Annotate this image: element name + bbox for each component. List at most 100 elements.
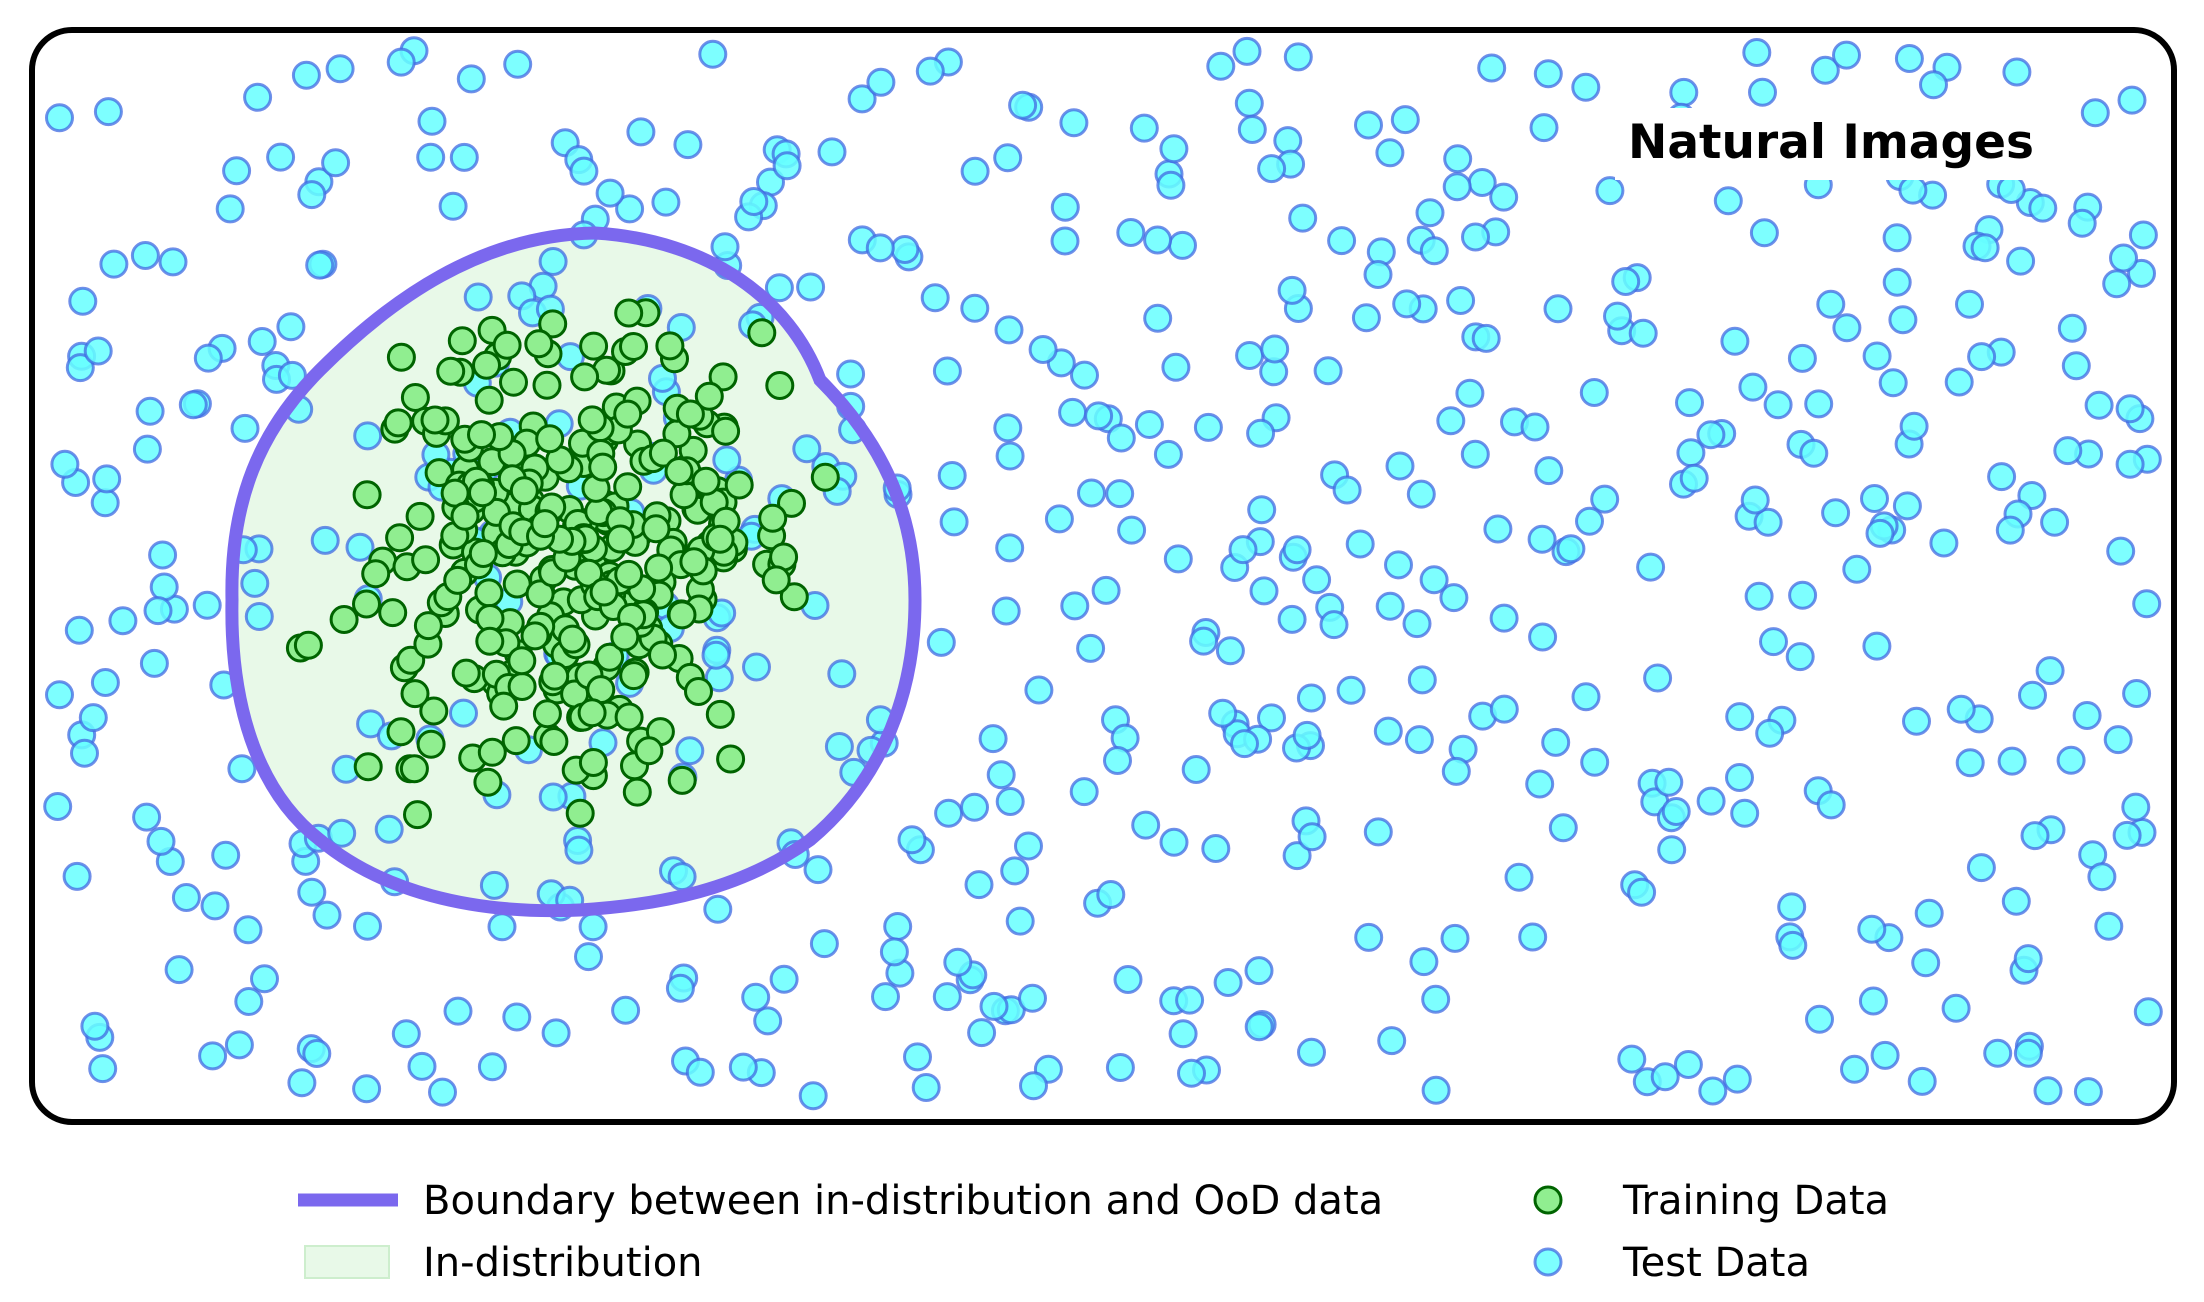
test-data-point	[1319, 610, 1349, 640]
test-data-point	[1534, 456, 1564, 486]
test-data-point	[753, 1006, 783, 1036]
training-data-point	[613, 472, 643, 502]
test-data-point	[2127, 258, 2156, 288]
test-data-point	[1611, 267, 1641, 296]
test-data-point	[68, 286, 98, 316]
training-data-point	[361, 559, 391, 589]
test-data-point	[1753, 507, 1783, 537]
training-data-point	[761, 565, 791, 595]
test-data-point	[149, 572, 179, 602]
training-data-point	[293, 630, 323, 660]
test-data-point	[1363, 260, 1393, 289]
test-data-point	[250, 964, 279, 994]
test-data-point	[1527, 524, 1557, 554]
test-data-point	[438, 191, 468, 221]
test-data-point	[327, 818, 357, 848]
test-data-point	[1628, 318, 1658, 348]
test-data-point	[297, 877, 327, 907]
test-data-point	[247, 327, 277, 356]
test-data-point	[1297, 1037, 1326, 1067]
test-data-point	[1134, 410, 1164, 439]
test-data-point	[1282, 841, 1312, 871]
test-data-point	[416, 142, 446, 172]
test-data-point	[93, 97, 123, 127]
test-data-point	[1970, 233, 2000, 263]
test-data-point	[1440, 923, 1470, 953]
test-data-point	[234, 987, 264, 1016]
training-data-point	[450, 501, 480, 531]
test-data-point	[1044, 504, 1074, 534]
test-data-point	[1446, 286, 1476, 315]
legend-training-label: Training Data	[1622, 1178, 1889, 1224]
training-data-point	[691, 466, 721, 496]
test-data-point	[611, 995, 641, 1025]
test-data-point	[1738, 372, 1768, 402]
test-data-point	[667, 862, 697, 892]
test-data-point	[1419, 565, 1449, 595]
training-data-points	[285, 298, 840, 830]
distribution-boundary	[225, 226, 922, 918]
test-data-point	[1636, 552, 1666, 582]
test-data-point	[1899, 411, 1929, 441]
test-data-point	[479, 870, 509, 900]
test-data-point	[1650, 1062, 1680, 1092]
training-data-point	[664, 457, 694, 486]
test-data-point	[164, 955, 194, 985]
test-data-point	[879, 937, 909, 967]
test-data-point	[741, 982, 771, 1012]
test-data-point	[192, 590, 222, 620]
test-data-point	[1213, 968, 1243, 997]
test-data-point	[1627, 877, 1657, 907]
test-data-point	[158, 247, 188, 277]
test-data-point	[1862, 631, 1892, 661]
test-data-point	[1643, 663, 1673, 693]
test-data-point	[215, 194, 245, 224]
test-data-point	[276, 312, 306, 342]
test-data-point	[1193, 412, 1223, 442]
test-data-point	[386, 47, 416, 77]
training-data-point	[610, 622, 640, 652]
test-data-point	[1661, 797, 1691, 826]
test-data-point	[675, 736, 705, 766]
test-data-point	[407, 1051, 437, 1081]
legend: Boundary between in-distribution and OoD…	[298, 1178, 1889, 1286]
test-data-point	[2121, 792, 2151, 822]
training-data-point	[614, 702, 644, 732]
test-data-point	[1902, 706, 1931, 736]
test-data-point	[1060, 591, 1090, 621]
test-data-point	[1024, 675, 1054, 705]
test-data-point	[417, 106, 447, 136]
test-data-point	[803, 855, 833, 885]
test-data-point	[477, 1052, 507, 1082]
test-data-point	[595, 178, 625, 208]
test-data-point	[1161, 352, 1191, 382]
test-data-point	[1525, 769, 1555, 799]
test-data-point	[920, 283, 950, 313]
test-data-point	[1987, 462, 2017, 492]
test-data-point	[2094, 911, 2124, 941]
training-data-point	[489, 691, 519, 721]
test-data-point	[1237, 115, 1267, 144]
test-data-point	[1997, 746, 2027, 776]
test-data-point	[1070, 360, 1099, 390]
test-data-point	[1489, 603, 1519, 633]
test-data-point	[230, 413, 260, 443]
test-data-point	[487, 912, 517, 942]
test-data-point	[626, 117, 656, 147]
test-data-point	[1967, 342, 1997, 372]
test-data-point	[1617, 1044, 1647, 1074]
training-data-point	[507, 646, 537, 676]
training-data-point	[777, 488, 806, 518]
test-data-point	[1865, 518, 1895, 548]
training-data-point	[477, 737, 507, 767]
test-data-point	[1966, 853, 1996, 883]
training-data-point	[708, 362, 738, 392]
test-data-point	[1336, 675, 1366, 705]
test-data-point	[1232, 36, 1262, 66]
test-data-point	[83, 336, 113, 366]
test-data-point	[198, 1041, 228, 1071]
test-data-point	[2133, 997, 2163, 1027]
test-data-point	[1788, 580, 1818, 610]
test-data-point	[1995, 515, 2025, 545]
